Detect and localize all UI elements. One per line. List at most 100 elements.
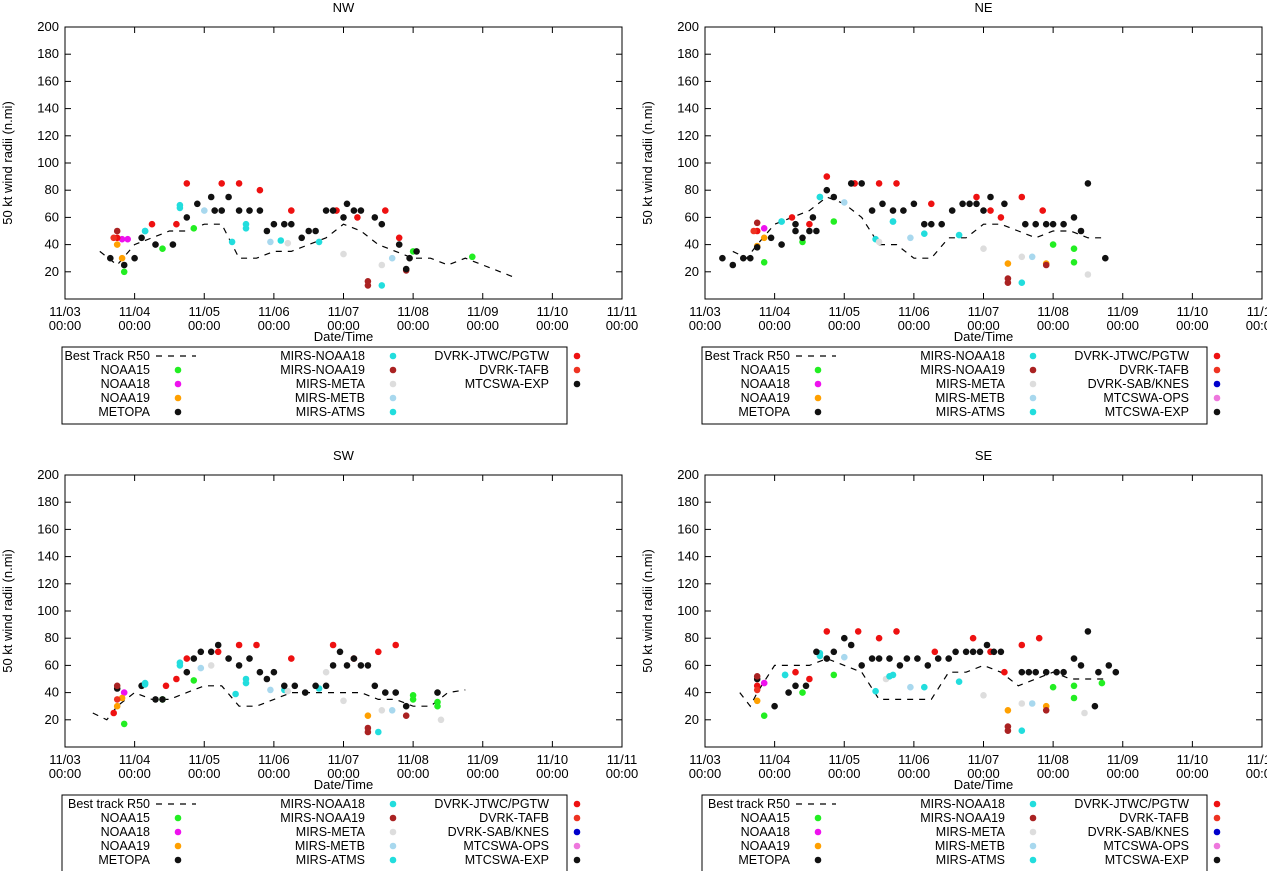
legend-label: MIRS-NOAA19	[280, 363, 365, 377]
point-metopa	[434, 689, 441, 696]
point-mirs-atms	[176, 659, 184, 666]
point-noaa15	[1070, 682, 1078, 690]
legend-label: NOAA18	[101, 825, 150, 839]
point-mirs-atms	[816, 193, 824, 201]
x-tick-time: 00:00	[898, 766, 931, 781]
point-noaa18	[120, 689, 128, 696]
point-dvrk-jtwc-pgtw	[354, 214, 361, 221]
x-tick-date: 11/10	[537, 752, 569, 767]
legend-label: DVRK-JTWC/PGTW	[1074, 797, 1189, 811]
point-metopa	[785, 689, 792, 696]
legend-label: MIRS-METB	[295, 391, 365, 405]
legend-marker	[573, 352, 581, 360]
point-dvrk-jtwc-pgtw	[183, 655, 191, 662]
x-tick-date: 11/06	[898, 304, 930, 319]
point-dvrk-tafb	[110, 234, 117, 242]
y-tick-label: 200	[37, 467, 59, 482]
chart-title: NW	[333, 0, 355, 15]
legend-label: NOAA18	[741, 377, 790, 391]
x-tick-date: 11/10	[537, 304, 569, 319]
point-mirs-atms	[886, 673, 893, 680]
point-mtcswa-exp	[858, 180, 865, 187]
point-mirs-metb	[267, 238, 274, 246]
point-mtcswa-exp	[291, 682, 299, 690]
point-noaa18	[124, 235, 131, 243]
point-mtcswa-exp	[875, 655, 883, 662]
point-dvrk-jtwc-pgtw	[1001, 668, 1008, 676]
point-mtcswa-exp	[225, 655, 232, 662]
y-tick-label: 100	[677, 155, 699, 170]
legend-marker	[174, 408, 182, 416]
point-dvrk-jtwc-pgtw	[806, 220, 813, 228]
x-tick-time: 00:00	[1037, 766, 1070, 781]
point-mirs-noaa18	[228, 238, 236, 246]
point-metopa	[747, 254, 754, 262]
point-mtcswa-exp	[914, 655, 921, 662]
point-mirs-atms	[1018, 727, 1026, 734]
y-tick-label: 200	[37, 19, 59, 34]
point-mirs-meta	[875, 238, 883, 246]
point-mirs-meta	[1084, 271, 1092, 278]
legend-marker	[1029, 814, 1037, 822]
legend-marker	[174, 828, 182, 836]
point-dvrk-jtwc-pgtw	[173, 220, 180, 228]
legend-marker	[573, 380, 581, 388]
x-tick-time: 00:00	[49, 766, 82, 781]
point-mtcswa-exp	[329, 207, 337, 214]
legend-marker	[573, 828, 581, 836]
point-dvrk-tafb	[753, 686, 761, 694]
point-noaa15	[409, 696, 417, 703]
point-mtcswa-exp	[847, 180, 855, 187]
legend-marker	[1213, 366, 1221, 374]
legend-label: METOPA	[738, 853, 790, 867]
x-tick-time: 00:00	[466, 318, 499, 333]
point-mirs-meta	[437, 716, 445, 724]
y-tick-label: 180	[37, 494, 59, 509]
best-track-line	[99, 223, 518, 280]
legend-label: MIRS-NOAA18	[920, 349, 1005, 363]
point-dvrk-jtwc-pgtw	[183, 180, 191, 187]
point-mtcswa-exp	[1112, 668, 1120, 676]
x-tick-time: 00:00	[758, 318, 791, 333]
point-dvrk-jtwc-pgtw	[382, 207, 389, 214]
y-tick-label: 80	[685, 182, 699, 197]
y-axis-label: 50 kt wind radii (n.mi)	[640, 549, 655, 673]
point-metopa	[729, 261, 737, 269]
legend-marker	[389, 380, 397, 388]
legend-label: NOAA19	[741, 391, 790, 405]
x-axis-label: Date/Time	[954, 329, 1013, 344]
point-mtcswa-exp	[1049, 220, 1057, 228]
point-mtcswa-exp	[1070, 655, 1078, 662]
point-metopa	[802, 682, 810, 690]
legend-marker	[174, 380, 182, 388]
legend-box	[701, 794, 1208, 871]
legend-label: MTCSWA-EXP	[465, 853, 549, 867]
point-mirs-noaa18	[921, 683, 928, 691]
legend-label: DVRK-SAB/KNES	[448, 825, 549, 839]
legend-marker	[389, 394, 397, 402]
point-mtcswa-exp	[246, 655, 253, 662]
point-mtcswa-exp	[197, 648, 205, 656]
point-mtcswa-exp	[962, 648, 970, 656]
point-mtcswa-exp	[969, 648, 977, 656]
point-mirs-noaa18	[955, 231, 963, 239]
point-mtcswa-exp	[847, 641, 855, 649]
legend-marker	[389, 828, 397, 836]
point-dvrk-jtwc-pgtw	[1018, 641, 1026, 649]
x-tick-date: 11/03	[689, 752, 721, 767]
point-mirs-noaa18	[277, 237, 285, 244]
y-tick-label: 200	[677, 467, 699, 482]
point-metopa	[169, 241, 177, 248]
legend-label: NOAA19	[101, 391, 150, 405]
point-mtcswa-exp	[256, 668, 264, 676]
x-tick-time: 00:00	[258, 318, 291, 333]
point-mtcswa-exp	[312, 682, 319, 690]
x-tick-time: 00:00	[188, 318, 221, 333]
point-mirs-atms	[242, 220, 250, 228]
legend-marker	[814, 366, 822, 374]
x-axis-label: Date/Time	[314, 777, 373, 792]
point-mirs-noaa19	[364, 278, 372, 285]
y-tick-label: 20	[685, 712, 699, 727]
point-mtcswa-exp	[211, 207, 218, 214]
point-dvrk-jtwc-pgtw	[288, 655, 295, 662]
